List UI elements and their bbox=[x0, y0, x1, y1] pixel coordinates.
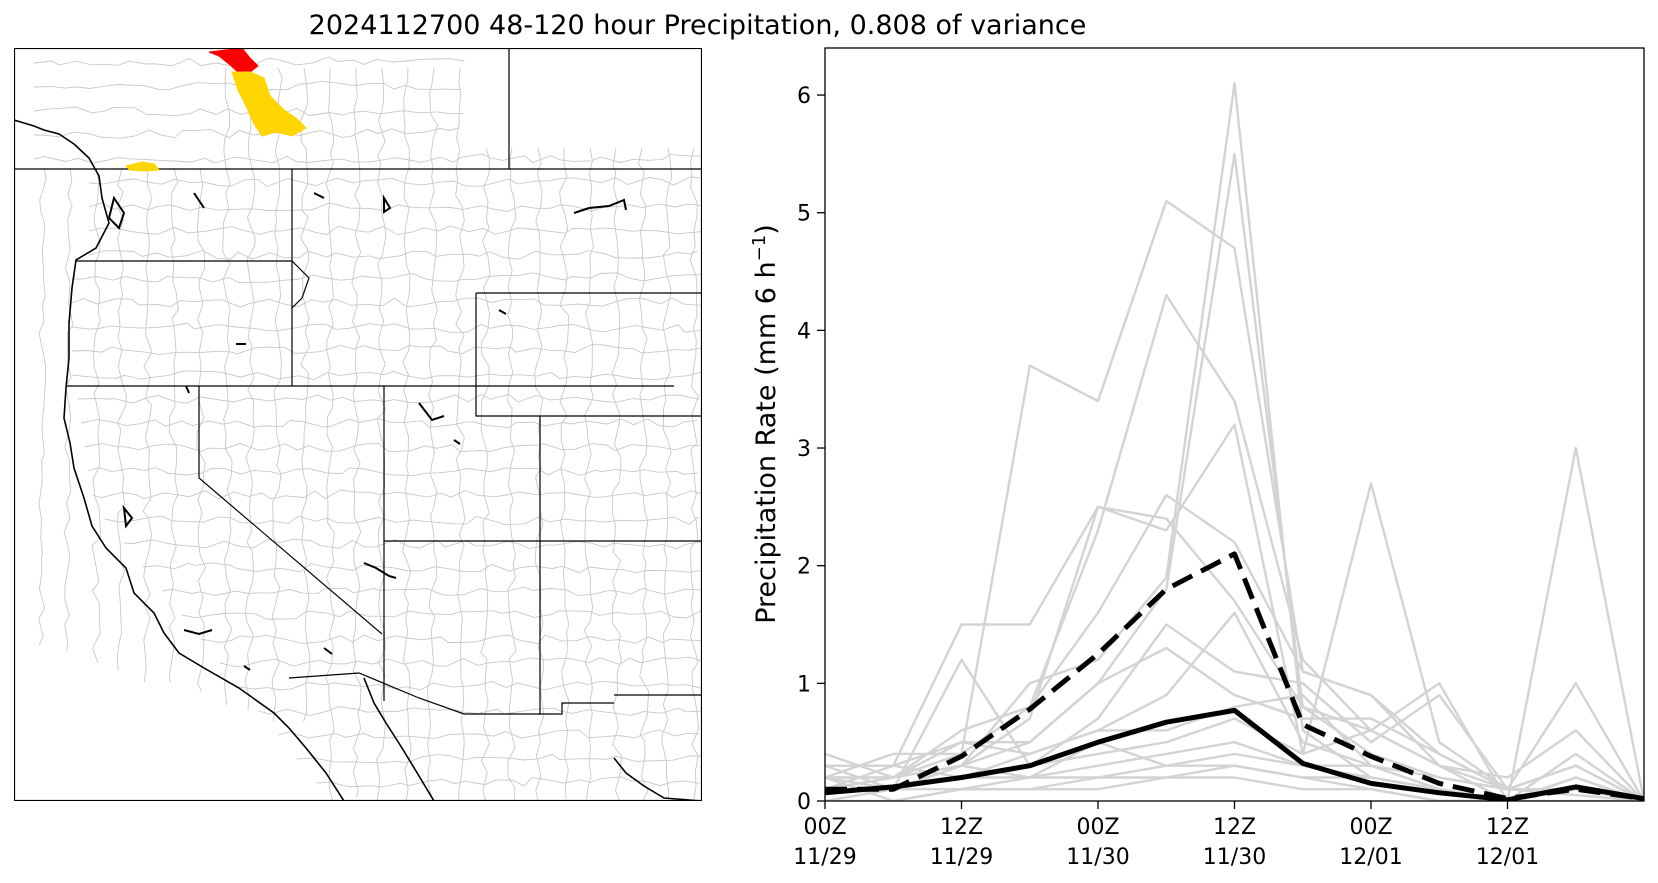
y-tick-label: 0 bbox=[797, 790, 811, 815]
y-tick-label: 4 bbox=[797, 319, 811, 344]
x-tick-label-time: 00Z bbox=[1349, 815, 1392, 840]
x-tick-label-date: 12/01 bbox=[1339, 845, 1402, 870]
coastline bbox=[14, 119, 345, 801]
x-axis: 00Z 11/29 12Z 11/29 00Z 11/30 12Z 11/30 00Z 12/01… bbox=[793, 801, 1539, 870]
x-tick-label-time: 12Z bbox=[1486, 815, 1529, 840]
x-tick-label-time: 12Z bbox=[940, 815, 983, 840]
y-tick-label: 3 bbox=[797, 437, 811, 462]
basin-grid bbox=[33, 56, 702, 801]
x-tick-label-date: 12/01 bbox=[1476, 845, 1539, 870]
gulf-coast bbox=[613, 757, 702, 801]
y-axis: 0 1 2 3 4 5 6 bbox=[797, 84, 825, 815]
dashed-series-line bbox=[825, 551, 1644, 801]
basin-map bbox=[14, 48, 702, 801]
y-axis-label-close: ) bbox=[751, 224, 782, 235]
ensemble-members bbox=[825, 82, 1644, 801]
member-line-3 bbox=[825, 293, 1644, 801]
x-tick-label-date: 11/30 bbox=[1066, 845, 1129, 870]
x-tick-label-date: 11/29 bbox=[930, 845, 993, 870]
highlight-basin-yellow-north bbox=[231, 71, 307, 137]
highlight-basin-yellow-coast bbox=[125, 161, 161, 172]
y-tick-label: 1 bbox=[797, 672, 811, 697]
figure-title: 2024112700 48-120 hour Precipitation, 0.… bbox=[308, 10, 1087, 41]
mean-series bbox=[825, 551, 1644, 801]
x-tick-label-date: 11/30 bbox=[1203, 845, 1266, 870]
y-axis-label-main: Precipitation Rate (mm 6 h bbox=[751, 261, 782, 623]
x-tick-label-time: 00Z bbox=[1076, 815, 1119, 840]
lakes-islands bbox=[107, 192, 627, 671]
member-line-14 bbox=[825, 741, 1644, 801]
solid-series-line bbox=[825, 707, 1644, 801]
y-tick-label: 5 bbox=[797, 202, 811, 227]
y-tick-label: 2 bbox=[797, 555, 811, 580]
x-tick-label-time: 12Z bbox=[1213, 815, 1256, 840]
member-line-17 bbox=[825, 776, 1644, 801]
y-tick-label: 6 bbox=[797, 84, 811, 109]
y-axis-label-superscript: −1 bbox=[749, 235, 770, 262]
x-tick-label-date: 11/29 bbox=[793, 845, 856, 870]
x-tick-label-time: 00Z bbox=[803, 815, 846, 840]
member-line-4 bbox=[825, 82, 1644, 801]
member-line-1 bbox=[825, 505, 1644, 801]
baja-coast bbox=[363, 677, 435, 801]
map-frame bbox=[14, 48, 702, 801]
member-line-11 bbox=[825, 693, 1644, 801]
y-axis-label: Precipitation Rate (mm 6 h−1) bbox=[749, 224, 782, 624]
